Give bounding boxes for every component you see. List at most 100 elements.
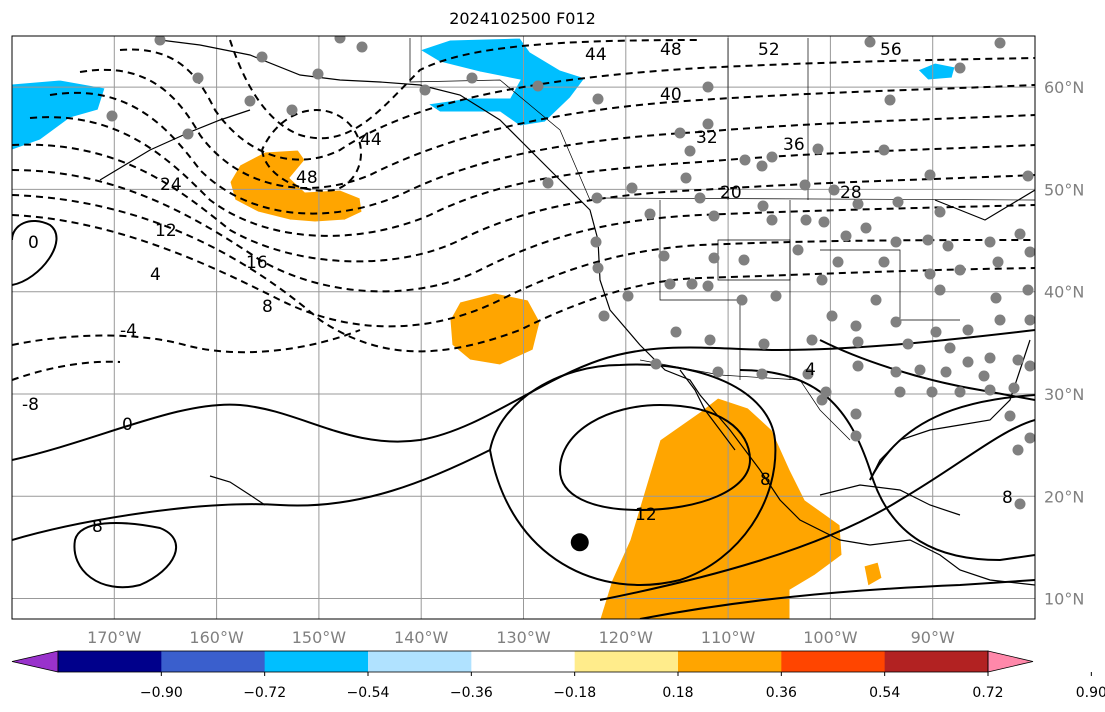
colorbar: −0.90 −0.72 −0.54 −0.36 −0.18 0.18 0.36 0.54 0.7… bbox=[11, 650, 1105, 701]
latitude-label: 20°N bbox=[1044, 487, 1084, 506]
colorbar-tick-label: 0.54 bbox=[869, 685, 900, 701]
map-border bbox=[11, 35, 1036, 620]
station-dot bbox=[1022, 170, 1034, 182]
station-dot bbox=[818, 216, 830, 228]
station-dot bbox=[702, 280, 714, 292]
station-dot bbox=[1008, 382, 1020, 394]
contour-label: 16 bbox=[246, 253, 268, 273]
station-dot bbox=[686, 278, 698, 290]
contour-label: 8 bbox=[1002, 488, 1013, 508]
station-dot bbox=[914, 364, 926, 376]
station-dot bbox=[924, 169, 936, 181]
station-dot bbox=[802, 368, 814, 380]
station-dot bbox=[658, 250, 670, 262]
station-dot bbox=[670, 326, 682, 338]
station-dot bbox=[1004, 410, 1016, 422]
station-dot bbox=[664, 278, 676, 290]
station-dot bbox=[739, 154, 751, 166]
station-dot bbox=[954, 386, 966, 398]
station-dot bbox=[902, 338, 914, 350]
contour-label: 52 bbox=[758, 40, 780, 60]
station-dot bbox=[680, 172, 692, 184]
station-dot bbox=[182, 128, 194, 140]
longitude-label: 110°W bbox=[701, 628, 756, 647]
station-dot bbox=[419, 84, 431, 96]
station-dot bbox=[840, 230, 852, 242]
station-dot bbox=[244, 95, 256, 107]
station-dot bbox=[944, 342, 956, 354]
longitude-label: 160°W bbox=[189, 628, 244, 647]
colorbar-tick-label: −0.36 bbox=[450, 685, 493, 701]
station-dot bbox=[850, 430, 862, 442]
contour-label: 12 bbox=[155, 221, 177, 241]
storm-center-marker bbox=[570, 533, 589, 552]
station-dot bbox=[832, 256, 844, 268]
station-dot bbox=[757, 200, 769, 212]
longitude-label: 170°W bbox=[87, 628, 142, 647]
station-dot bbox=[192, 72, 204, 84]
contour-label: -8 bbox=[22, 395, 39, 415]
station-dot bbox=[800, 214, 812, 226]
station-dot bbox=[992, 256, 1004, 268]
station-dot bbox=[942, 240, 954, 252]
station-dot bbox=[542, 177, 554, 189]
station-dot bbox=[708, 210, 720, 222]
station-dot bbox=[712, 366, 724, 378]
contour-label: 12 bbox=[635, 505, 657, 525]
station-dot bbox=[978, 370, 990, 382]
contour-label: 48 bbox=[660, 40, 682, 60]
negative-anomaly-region bbox=[12, 79, 106, 151]
station-dot bbox=[926, 386, 938, 398]
contour-labels: 44 48 52 56 40 32 36 20 28 24 12 16 4 8 … bbox=[22, 40, 1013, 537]
station-dot bbox=[256, 51, 268, 63]
station-dot bbox=[154, 36, 166, 46]
latitude-label: 50°N bbox=[1044, 180, 1084, 199]
station-dot bbox=[1024, 432, 1035, 444]
station-dot bbox=[864, 36, 876, 48]
contour-label: 40 bbox=[660, 85, 682, 105]
station-dot bbox=[828, 184, 840, 196]
station-dot bbox=[792, 244, 804, 256]
longitude-labels: 170°W 160°W 150°W 140°W 130°W 120°W 110°W 100°W… bbox=[87, 628, 955, 647]
station-dot bbox=[930, 326, 942, 338]
station-dot bbox=[644, 208, 656, 220]
station-dot bbox=[894, 386, 906, 398]
contour-label: 56 bbox=[880, 40, 902, 60]
station-dot bbox=[826, 310, 838, 322]
station-dot bbox=[984, 236, 996, 248]
station-dot bbox=[592, 262, 604, 274]
colorbar-bin bbox=[368, 651, 472, 672]
station-dot bbox=[334, 36, 346, 44]
station-dot bbox=[852, 360, 864, 372]
station-dot bbox=[954, 264, 966, 276]
station-dot bbox=[852, 336, 864, 348]
station-dot bbox=[766, 214, 778, 226]
positive-anomaly-region bbox=[863, 561, 883, 587]
station-dot bbox=[962, 356, 974, 368]
longitude-label: 100°W bbox=[803, 628, 858, 647]
station-dot bbox=[816, 274, 828, 286]
station-dot bbox=[312, 68, 324, 80]
station-dot bbox=[806, 334, 818, 346]
positive-contours bbox=[12, 220, 1035, 619]
colorbar-bin bbox=[264, 651, 369, 672]
station-dot bbox=[850, 320, 862, 332]
station-dot bbox=[770, 290, 782, 302]
station-dot bbox=[892, 196, 904, 208]
colorbar-bin bbox=[58, 651, 162, 672]
colorbar-bin bbox=[678, 651, 782, 672]
station-dot bbox=[1012, 354, 1024, 366]
latitude-label: 60°N bbox=[1044, 78, 1084, 97]
contour-label: -4 bbox=[120, 321, 137, 341]
station-dot bbox=[592, 93, 604, 105]
station-dot bbox=[756, 160, 768, 172]
station-dot bbox=[702, 81, 714, 93]
contour-label: 20 bbox=[720, 183, 742, 203]
colorbar-bin bbox=[574, 651, 679, 672]
station-dot bbox=[984, 352, 996, 364]
station-dot bbox=[940, 366, 952, 378]
colorbar-bin bbox=[884, 651, 989, 672]
station-dot bbox=[758, 338, 770, 350]
longitude-label: 140°W bbox=[394, 628, 449, 647]
